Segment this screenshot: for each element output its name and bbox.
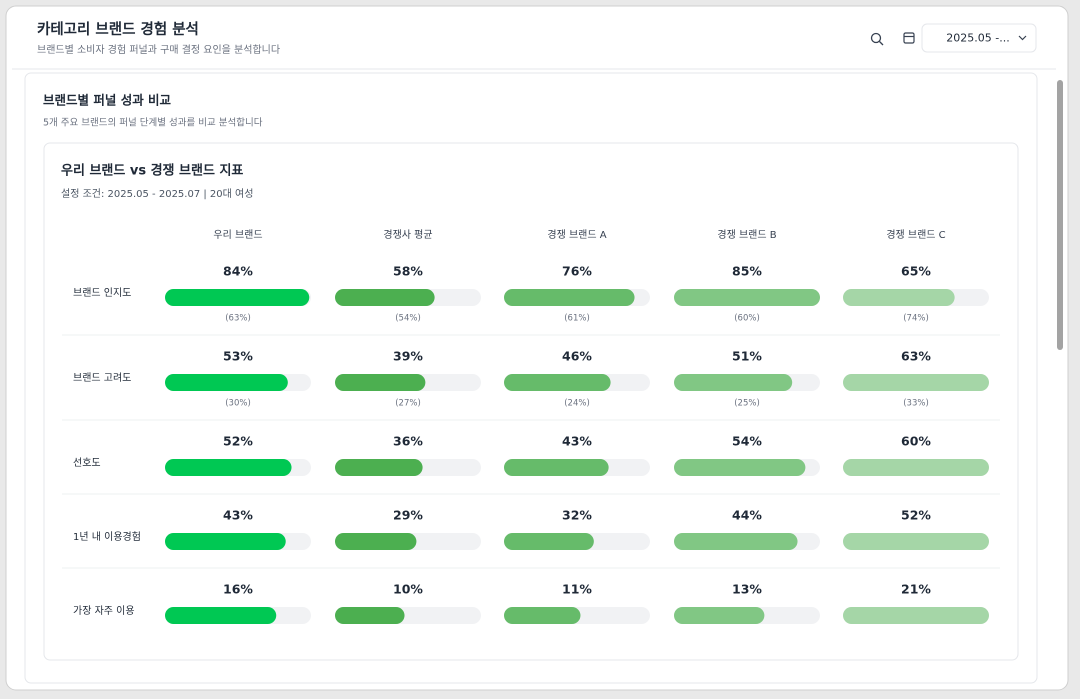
search-button[interactable] (870, 32, 884, 46)
row-label: 가장 자주 이용 (73, 605, 135, 617)
sub-label: (33%) (903, 399, 929, 409)
bar (165, 533, 286, 550)
value-label: 85% (732, 264, 762, 279)
value-label: 32% (562, 508, 592, 523)
value-label: 53% (223, 349, 253, 364)
value-label: 52% (223, 434, 253, 449)
bar (335, 459, 423, 476)
value-label: 84% (223, 264, 253, 279)
section-subtitle: 5개 주요 브랜드의 퍼널 단계별 성과를 비교 분석합니다 (43, 117, 263, 129)
sub-label: (61%) (564, 314, 590, 324)
panel (43, 142, 1019, 661)
bar (165, 459, 292, 476)
sub-label: (24%) (564, 399, 590, 409)
bar (504, 607, 581, 624)
value-label: 54% (732, 434, 762, 449)
value-label: 43% (223, 508, 253, 523)
sub-label: (60%) (734, 314, 760, 324)
bar (674, 607, 765, 624)
value-label: 63% (901, 349, 931, 364)
bar (165, 607, 277, 624)
sub-label: (30%) (225, 399, 251, 409)
section-title: 브랜드별 퍼널 성과 비교 (43, 93, 172, 108)
row-label: 브랜드 고려도 (73, 372, 131, 384)
value-label: 16% (223, 582, 253, 597)
bar (504, 533, 594, 550)
comparison-table: 우리 브랜드 경쟁사 평균 경쟁 브랜드 A 경쟁 브랜드 B 경쟁 브랜드 C 브랜드 … (62, 228, 1000, 624)
bar (843, 607, 989, 624)
bar (843, 459, 989, 476)
row-label: 선호도 (73, 457, 101, 469)
value-label: 36% (393, 434, 423, 449)
bar (843, 289, 955, 306)
bar (504, 289, 635, 306)
calendar-button[interactable] (903, 32, 915, 44)
value-label: 60% (901, 434, 931, 449)
value-label: 52% (901, 508, 931, 523)
row-label: 1년 내 이용경험 (73, 530, 141, 543)
value-label: 29% (393, 508, 423, 523)
value-label: 21% (901, 582, 931, 597)
column-header: 경쟁 브랜드 A (547, 228, 606, 241)
sub-label: (63%) (225, 314, 251, 324)
date-select[interactable]: 2025.05 -... (921, 23, 1037, 53)
panel-condition: 설정 조건: 2025.05 - 2025.07 | 20대 여성 (61, 188, 253, 200)
sub-label: (74%) (903, 314, 929, 324)
value-label: 39% (393, 349, 423, 364)
value-label: 43% (562, 434, 592, 449)
value-label: 13% (732, 582, 762, 597)
value-label: 10% (393, 582, 423, 597)
bar (843, 374, 989, 391)
sub-label: (27%) (395, 399, 421, 409)
bar (674, 459, 806, 476)
column-header: 경쟁 브랜드 C (886, 228, 945, 241)
value-label: 65% (901, 264, 931, 279)
bar (843, 533, 989, 550)
value-label: 11% (562, 582, 592, 597)
bar (335, 289, 435, 306)
bar (335, 374, 426, 391)
value-label: 51% (732, 349, 762, 364)
bar (674, 374, 793, 391)
value-label: 76% (562, 264, 592, 279)
bar (165, 374, 288, 391)
bar (674, 533, 798, 550)
bar (165, 289, 310, 306)
column-header: 경쟁 브랜드 B (717, 228, 776, 241)
value-label: 58% (393, 264, 423, 279)
bar (504, 374, 611, 391)
bar (335, 607, 405, 624)
page-title: 카테고리 브랜드 경험 분석 (37, 20, 199, 38)
value-label: 44% (732, 508, 762, 523)
bar (335, 533, 417, 550)
sub-label: (25%) (734, 399, 760, 409)
row-label: 브랜드 인지도 (73, 287, 131, 299)
date-range: 2025.05 -... (946, 32, 1009, 45)
value-label: 46% (562, 349, 592, 364)
panel-title: 우리 브랜드 vs 경쟁 브랜드 지표 (61, 163, 243, 179)
scrollbar-thumb[interactable] (1057, 80, 1063, 350)
bar (674, 289, 820, 306)
sub-label: (54%) (395, 314, 421, 324)
column-header: 우리 브랜드 (213, 229, 262, 241)
bar (504, 459, 609, 476)
column-header: 경쟁사 평균 (383, 228, 432, 241)
page-subtitle: 브랜드별 소비자 경험 퍼널과 구매 결정 요인을 분석합니다 (37, 43, 280, 56)
